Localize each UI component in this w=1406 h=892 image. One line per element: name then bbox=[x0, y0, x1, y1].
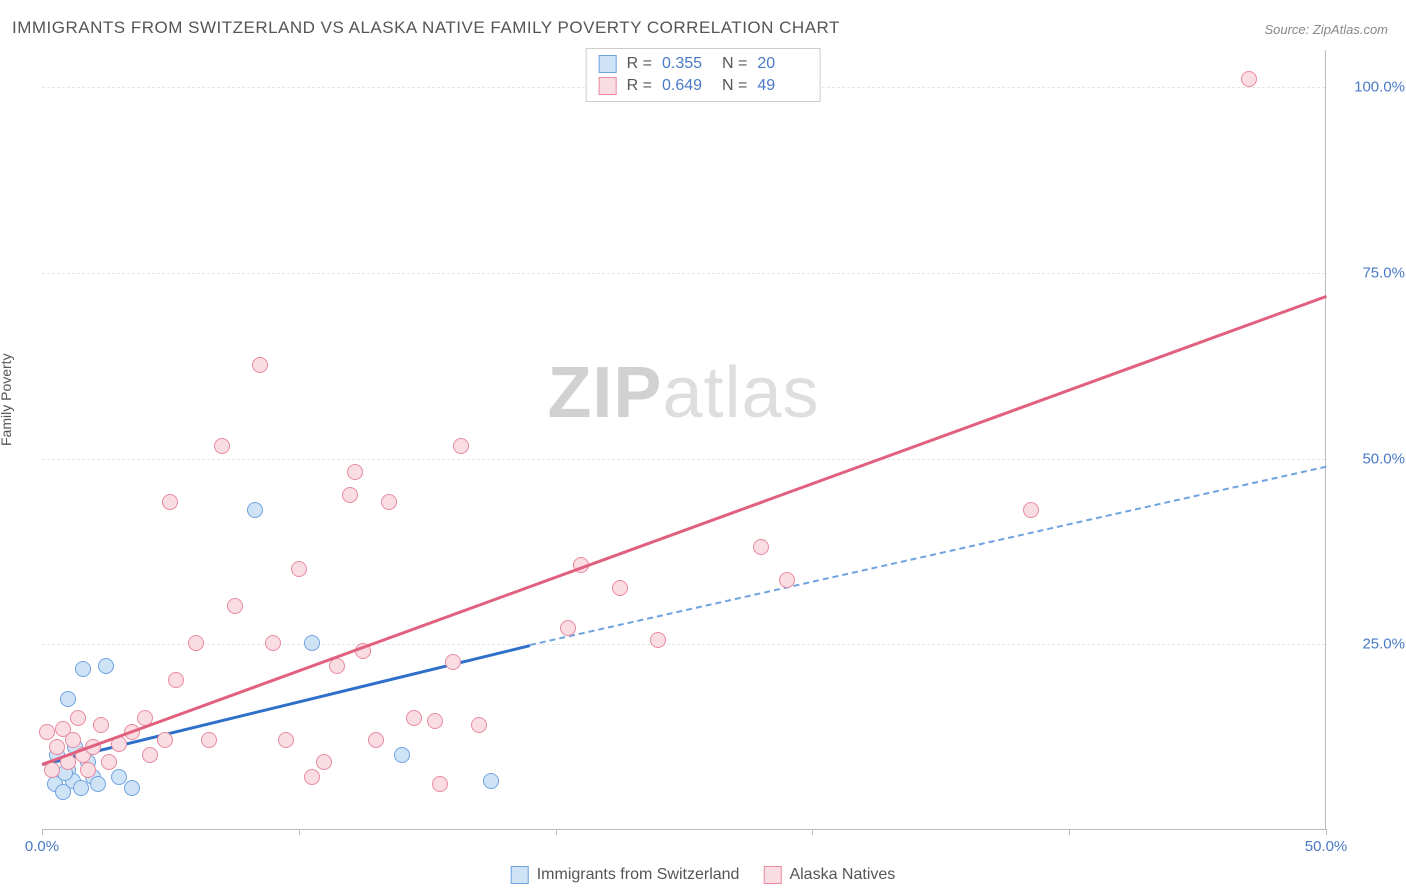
gridline bbox=[42, 459, 1325, 460]
x-tick-mark bbox=[812, 829, 813, 835]
data-point bbox=[80, 762, 96, 778]
data-point bbox=[394, 747, 410, 763]
trend-line bbox=[530, 466, 1327, 646]
data-point bbox=[73, 780, 89, 796]
data-point bbox=[1023, 502, 1039, 518]
data-point bbox=[93, 717, 109, 733]
data-point bbox=[432, 776, 448, 792]
data-point bbox=[101, 754, 117, 770]
x-tick-label: 0.0% bbox=[25, 838, 59, 855]
r-value: 0.355 bbox=[662, 55, 712, 73]
data-point bbox=[142, 747, 158, 763]
data-point bbox=[39, 724, 55, 740]
data-point bbox=[201, 732, 217, 748]
data-point bbox=[453, 438, 469, 454]
gridline bbox=[42, 273, 1325, 274]
x-tick-mark bbox=[1326, 829, 1327, 835]
x-tick-mark bbox=[299, 829, 300, 835]
data-point bbox=[753, 539, 769, 555]
legend-item: Alaska Natives bbox=[763, 866, 895, 884]
data-point bbox=[381, 494, 397, 510]
chart-title: IMMIGRANTS FROM SWITZERLAND VS ALASKA NA… bbox=[12, 18, 840, 38]
data-point bbox=[483, 773, 499, 789]
data-point bbox=[612, 580, 628, 596]
r-value: 0.649 bbox=[662, 77, 712, 95]
data-point bbox=[49, 739, 65, 755]
legend-swatch bbox=[511, 866, 529, 884]
data-point bbox=[124, 780, 140, 796]
trend-line bbox=[42, 295, 1327, 765]
data-point bbox=[265, 635, 281, 651]
data-point bbox=[278, 732, 294, 748]
data-point bbox=[75, 661, 91, 677]
legend-swatch bbox=[763, 866, 781, 884]
data-point bbox=[252, 357, 268, 373]
data-point bbox=[560, 620, 576, 636]
data-point bbox=[44, 762, 60, 778]
data-point bbox=[445, 654, 461, 670]
series-legend: Immigrants from Switzerland Alaska Native… bbox=[503, 866, 904, 884]
legend-item: Immigrants from Switzerland bbox=[511, 866, 740, 884]
legend-row: R = 0.649 N = 49 bbox=[599, 75, 808, 97]
watermark: ZIPatlas bbox=[547, 352, 819, 434]
data-point bbox=[304, 769, 320, 785]
data-point bbox=[90, 776, 106, 792]
data-point bbox=[247, 502, 263, 518]
legend-label: Alaska Natives bbox=[789, 866, 895, 884]
n-label: N = bbox=[722, 55, 747, 73]
scatter-plot-area: ZIPatlas 25.0%50.0%75.0%100.0%0.0%50.0% bbox=[42, 50, 1326, 830]
legend-row: R = 0.355 N = 20 bbox=[599, 53, 808, 75]
legend-swatch bbox=[599, 77, 617, 95]
data-point bbox=[650, 632, 666, 648]
data-point bbox=[779, 572, 795, 588]
data-point bbox=[1241, 71, 1257, 87]
data-point bbox=[342, 487, 358, 503]
legend-label: Immigrants from Switzerland bbox=[537, 866, 740, 884]
data-point bbox=[291, 561, 307, 577]
data-point bbox=[427, 713, 443, 729]
data-point bbox=[227, 598, 243, 614]
r-label: R = bbox=[627, 55, 652, 73]
r-label: R = bbox=[627, 77, 652, 95]
y-tick-label: 50.0% bbox=[1335, 450, 1405, 467]
source-attribution: Source: ZipAtlas.com bbox=[1264, 22, 1388, 37]
data-point bbox=[98, 658, 114, 674]
data-point bbox=[70, 710, 86, 726]
y-tick-label: 75.0% bbox=[1335, 264, 1405, 281]
x-tick-mark bbox=[42, 829, 43, 835]
data-point bbox=[60, 691, 76, 707]
data-point bbox=[162, 494, 178, 510]
data-point bbox=[157, 732, 173, 748]
data-point bbox=[65, 732, 81, 748]
data-point bbox=[368, 732, 384, 748]
data-point bbox=[188, 635, 204, 651]
x-tick-label: 50.0% bbox=[1305, 838, 1348, 855]
data-point bbox=[347, 464, 363, 480]
n-label: N = bbox=[722, 77, 747, 95]
data-point bbox=[168, 672, 184, 688]
y-axis-label: Family Poverty bbox=[0, 353, 14, 446]
data-point bbox=[316, 754, 332, 770]
x-tick-mark bbox=[1069, 829, 1070, 835]
correlation-legend: R = 0.355 N = 20 R = 0.649 N = 49 bbox=[586, 48, 821, 102]
data-point bbox=[406, 710, 422, 726]
n-value: 49 bbox=[757, 77, 807, 95]
data-point bbox=[214, 438, 230, 454]
y-tick-label: 100.0% bbox=[1335, 79, 1405, 96]
data-point bbox=[304, 635, 320, 651]
gridline bbox=[42, 644, 1325, 645]
x-tick-mark bbox=[556, 829, 557, 835]
data-point bbox=[471, 717, 487, 733]
y-tick-label: 25.0% bbox=[1335, 636, 1405, 653]
n-value: 20 bbox=[757, 55, 807, 73]
legend-swatch bbox=[599, 55, 617, 73]
